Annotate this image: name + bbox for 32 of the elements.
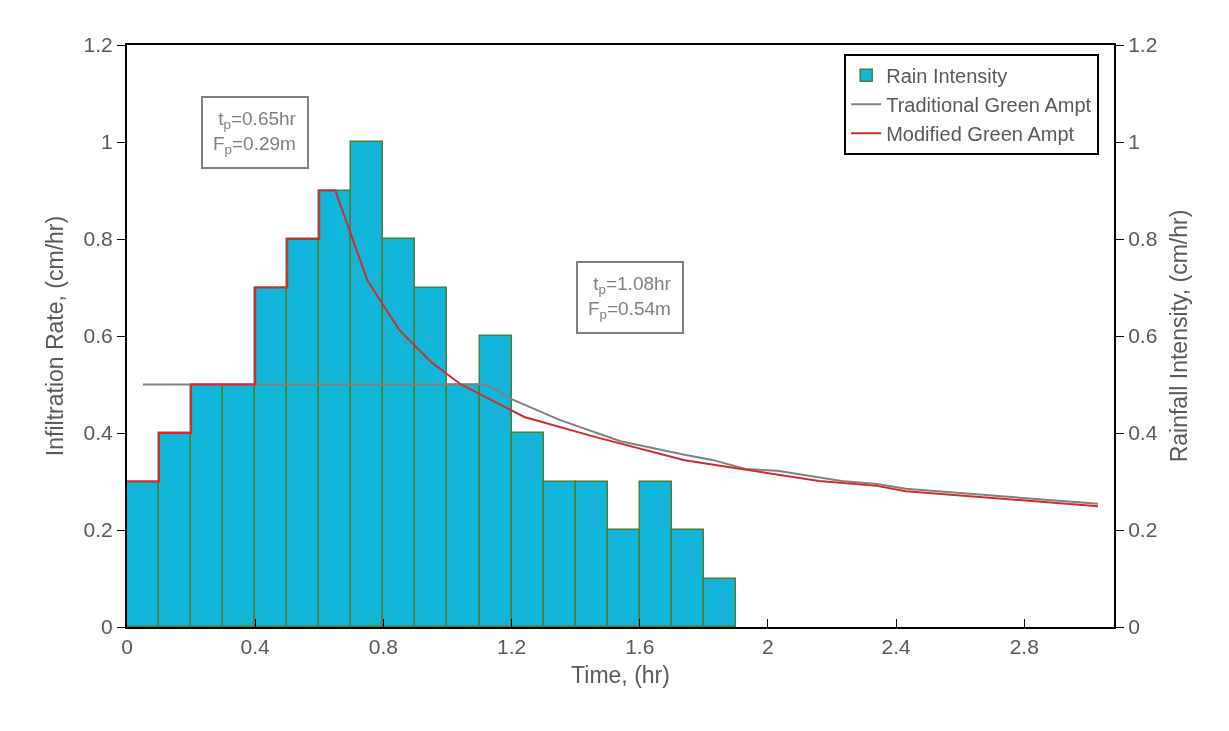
annotation: t$_{p}$=0.65hr F$_{p}$=0.29m [213, 108, 297, 157]
y-tick-label: 0.2 [83, 518, 113, 542]
y2-tick-label: 0.8 [1128, 227, 1158, 251]
y2-tick-label: 0.6 [1128, 324, 1158, 348]
y2-tick-label: 1 [1128, 130, 1140, 154]
y-axis-title: Infiltration Rate, (cm/hr) [41, 215, 68, 457]
annotation: t$_{p}$=1.08hr F$_{p}$=0.54m [588, 273, 672, 322]
x-tick-label: 2.8 [1009, 635, 1039, 659]
line-series [142, 383, 1099, 505]
x-axis-title: Time, (hr) [571, 662, 670, 689]
y2-tick-label: 1.2 [1128, 33, 1158, 57]
x-tick-label: 2 [762, 635, 774, 659]
line-series [127, 189, 1099, 508]
x-tick-label: 1.6 [625, 635, 655, 659]
y2-axis-title: Rainfall Intensity, (cm/hr) [1165, 209, 1192, 463]
x-tick-label: 1.2 [496, 635, 527, 659]
x-tick-label: 2.4 [881, 635, 911, 659]
y2-tick-label: 0.2 [1128, 518, 1158, 542]
x-tick-label: 0.8 [368, 635, 398, 659]
y-tick-label: 0.6 [83, 324, 113, 348]
y-tick-label: 1.2 [83, 33, 113, 57]
y-tick-label: 1 [101, 130, 113, 154]
y2-tick-label: 0 [1128, 615, 1140, 639]
y-tick-label: 0.4 [83, 421, 114, 445]
x-tick-label: 0 [121, 635, 133, 659]
legend-label: Rain Intensity [886, 65, 1008, 88]
x-tick-label: 0.4 [240, 635, 271, 659]
y2-tick-label: 0.4 [1128, 421, 1158, 445]
legend-label: Modified Green Ampt [886, 123, 1075, 146]
legend-label: Traditional Green Ampt [886, 94, 1092, 117]
y-tick-label: 0 [101, 615, 113, 639]
y-tick-label: 0.8 [83, 227, 113, 251]
